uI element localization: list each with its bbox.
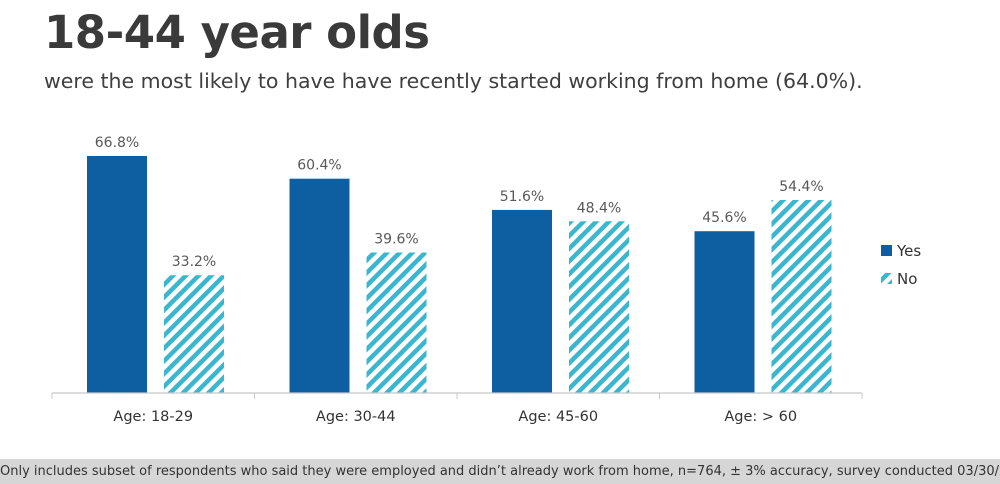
bars-group: 66.8% 33.2% 60.4% 39.6% 51.6% 48.4% 45.6% 54.4%	[87, 135, 832, 393]
chart-subtitle: were the most likely to have have recent…	[44, 69, 863, 93]
data-label-yes-3: 51.6%	[500, 189, 544, 205]
data-label-yes-4: 45.6%	[702, 210, 746, 226]
bar-yes-3	[492, 209, 552, 393]
x-tick-label-3: Age: 45-60	[518, 409, 598, 425]
data-label-no-2: 39.6%	[374, 232, 418, 248]
bar-yes-2	[289, 178, 350, 393]
x-axis: Age: 18-29 Age: 30-44 Age: 45-60 Age: > 60	[51, 392, 863, 425]
legend: Yes No	[881, 242, 921, 288]
data-label-no-1: 33.2%	[172, 254, 216, 270]
bar-no-2	[366, 252, 427, 393]
legend-label-yes: Yes	[896, 242, 921, 260]
legend-swatch-yes	[881, 245, 892, 256]
legend-label-no: No	[897, 270, 917, 288]
data-label-no-4: 54.4%	[779, 179, 823, 195]
bar-yes-4	[694, 231, 755, 393]
x-tick-label-1: Age: 18-29	[113, 409, 193, 425]
data-label-yes-1: 66.8%	[95, 135, 139, 151]
data-label-no-3: 48.4%	[577, 200, 621, 216]
x-tick-label-4: Age: > 60	[724, 409, 797, 425]
chart-title: 18-44 year olds	[44, 6, 430, 59]
x-tick-label-2: Age: 30-44	[316, 409, 396, 425]
legend-swatch-no	[881, 273, 892, 284]
bar-chart: 66.8% 33.2% 60.4% 39.6% 51.6% 48.4% 45.6% 54.4%…	[51, 135, 921, 425]
data-label-yes-2: 60.4%	[297, 158, 341, 174]
bar-no-1	[164, 275, 224, 393]
bar-no-3	[569, 221, 629, 393]
footnote: Only includes subset of respondents who …	[0, 459, 1000, 484]
bar-no-4	[771, 199, 832, 393]
bar-yes-1	[87, 156, 147, 393]
